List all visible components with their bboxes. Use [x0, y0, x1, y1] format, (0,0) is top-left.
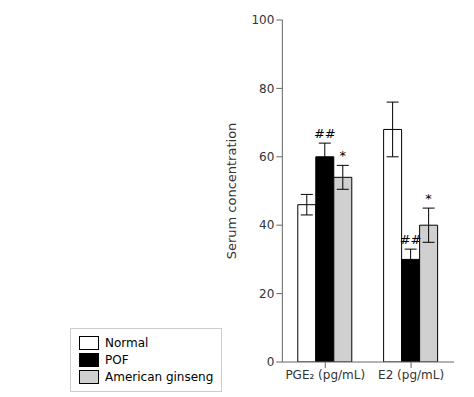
html-text:POF: POF [105, 353, 129, 367]
svg-text:PGE₂ (pg/mL): PGE₂ (pg/mL) [285, 368, 365, 382]
svg-text:80: 80 [259, 82, 274, 96]
svg-text:60: 60 [259, 150, 274, 164]
svg-text:##: ## [400, 232, 422, 247]
svg-text:40: 40 [259, 218, 274, 232]
svg-text:*: * [425, 191, 432, 206]
svg-text:0: 0 [267, 355, 275, 369]
svg-text:E2 (pg/mL): E2 (pg/mL) [378, 368, 444, 382]
svg-text:100: 100 [251, 13, 274, 27]
html-text:American ginseng: American ginseng [105, 370, 214, 384]
svg-text:Serum concentration: Serum concentration [224, 123, 239, 260]
svg-text:##: ## [314, 126, 336, 141]
svg-text:*: * [340, 148, 347, 163]
svg-text:20: 20 [259, 287, 274, 301]
html-text:Normal: Normal [105, 336, 149, 350]
